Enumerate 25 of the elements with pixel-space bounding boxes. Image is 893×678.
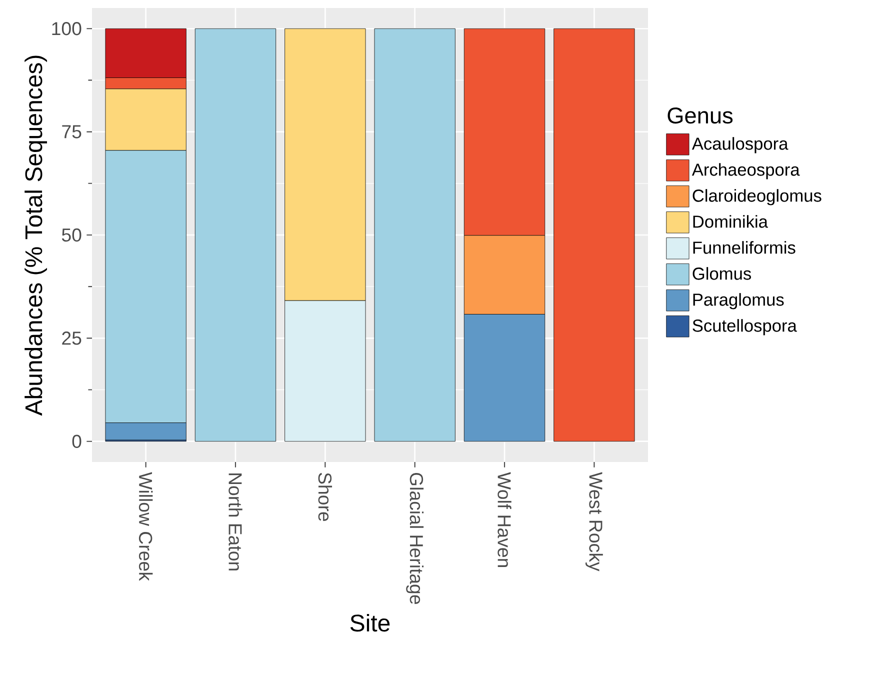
legend-title: Genus [668,108,733,124]
bar [194,28,276,442]
x-axis-title: Site [350,614,390,632]
legend-label: Glomus [692,267,751,280]
x-tick-label: Wolf Haven [498,472,512,567]
y-tick-label: 0 [72,434,82,448]
y-tick-label: 50 [62,228,82,242]
bar [554,28,635,442]
bar [374,28,456,442]
y-tick-label: 100 [52,22,82,36]
legend-label: Funneliformis [693,241,796,254]
y-axis-title: Abundances (% Total Sequences) [24,56,47,416]
x-tick-label: Glacial Heritage [406,472,424,604]
x-tick-label: Shore [318,472,332,522]
legend-label: Acaulospora [692,137,788,154]
legend-label: Claroideoglomus [692,189,822,206]
y-tick-label: 25 [62,332,82,345]
legend-label: Scutellospora [692,319,797,336]
x-tick-label: Willow Creek [138,472,153,581]
legend-label: Dominikia [693,215,768,228]
legend-label: Paraglomus [693,293,784,310]
x-tick-label: North Eaton [228,474,242,570]
x-tick-label: West Rocky [586,472,603,572]
y-tick-label: 75 [62,125,82,138]
legend-label: Archaeospora [692,163,800,180]
